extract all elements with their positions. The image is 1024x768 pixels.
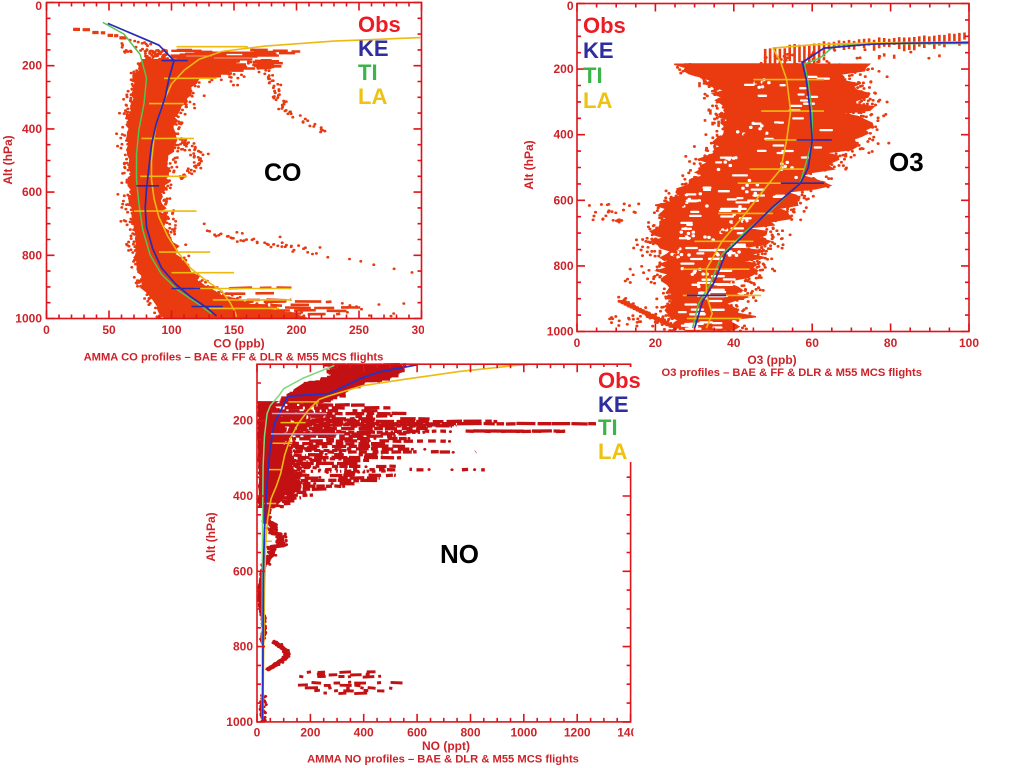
svg-text:TI: TI — [358, 60, 378, 85]
svg-text:400: 400 — [22, 122, 42, 136]
svg-text:250: 250 — [349, 323, 369, 337]
svg-text:200: 200 — [553, 62, 573, 76]
svg-text:NO (ppt): NO (ppt) — [422, 739, 470, 753]
svg-text:800: 800 — [553, 259, 573, 273]
svg-text:200: 200 — [233, 414, 253, 428]
svg-text:AMMA CO profiles – BAE & FF &: AMMA CO profiles – BAE & FF & DLR & M55 … — [84, 352, 384, 364]
svg-text:Alt (hPa): Alt (hPa) — [522, 140, 536, 189]
svg-text:20: 20 — [649, 336, 663, 350]
svg-text:1000: 1000 — [226, 715, 253, 729]
svg-text:300: 300 — [411, 323, 431, 337]
svg-text:50: 50 — [102, 323, 116, 337]
svg-text:400: 400 — [233, 489, 253, 503]
svg-text:LA: LA — [358, 84, 387, 109]
svg-text:TI: TI — [598, 415, 618, 440]
svg-text:800: 800 — [460, 726, 480, 740]
svg-text:200: 200 — [300, 726, 320, 740]
svg-text:1000: 1000 — [15, 312, 42, 326]
svg-text:NO: NO — [440, 539, 479, 569]
svg-text:60: 60 — [806, 336, 820, 350]
svg-text:100: 100 — [959, 336, 979, 350]
svg-text:0: 0 — [574, 336, 581, 350]
svg-text:Obs: Obs — [583, 13, 626, 38]
svg-text:LA: LA — [598, 439, 627, 464]
svg-text:Alt (hPa): Alt (hPa) — [1, 135, 15, 184]
svg-text:Alt (hPa): Alt (hPa) — [204, 512, 218, 561]
svg-text:0: 0 — [35, 0, 42, 13]
svg-text:400: 400 — [553, 128, 573, 142]
svg-text:AMMA O3 profiles – BAE & FF &: AMMA O3 profiles – BAE & FF & DLR & M55 … — [624, 367, 922, 379]
svg-text:40: 40 — [727, 336, 741, 350]
svg-text:KE: KE — [598, 392, 629, 417]
svg-text:600: 600 — [553, 193, 573, 207]
svg-text:1200: 1200 — [564, 726, 591, 740]
svg-text:KE: KE — [358, 36, 389, 61]
svg-text:1000: 1000 — [510, 726, 537, 740]
svg-text:TI: TI — [583, 63, 603, 88]
svg-text:400: 400 — [354, 726, 374, 740]
svg-text:200: 200 — [22, 59, 42, 73]
svg-text:KE: KE — [583, 38, 614, 63]
svg-text:0: 0 — [43, 323, 50, 337]
svg-text:600: 600 — [407, 726, 427, 740]
svg-text:O3 (ppb): O3 (ppb) — [747, 353, 796, 367]
svg-text:600: 600 — [22, 185, 42, 199]
svg-text:CO: CO — [264, 159, 302, 187]
svg-text:600: 600 — [233, 564, 253, 578]
svg-text:CO (ppb): CO (ppb) — [213, 337, 264, 351]
svg-text:150: 150 — [224, 323, 244, 337]
svg-text:0: 0 — [254, 726, 261, 740]
svg-text:Obs: Obs — [598, 368, 641, 393]
svg-text:200: 200 — [286, 323, 306, 337]
svg-text:100: 100 — [161, 323, 181, 337]
svg-text:Obs: Obs — [358, 12, 401, 37]
svg-text:80: 80 — [884, 336, 898, 350]
svg-text:O3: O3 — [889, 147, 924, 177]
svg-text:AMMA NO profiles – BAE & DLR &: AMMA NO profiles – BAE & DLR & M55 MCS f… — [307, 754, 579, 766]
svg-text:1400: 1400 — [617, 726, 644, 740]
svg-text:0: 0 — [567, 0, 574, 13]
svg-text:800: 800 — [233, 640, 253, 654]
svg-text:800: 800 — [22, 248, 42, 262]
svg-text:1000: 1000 — [547, 325, 574, 339]
svg-text:LA: LA — [583, 88, 612, 113]
